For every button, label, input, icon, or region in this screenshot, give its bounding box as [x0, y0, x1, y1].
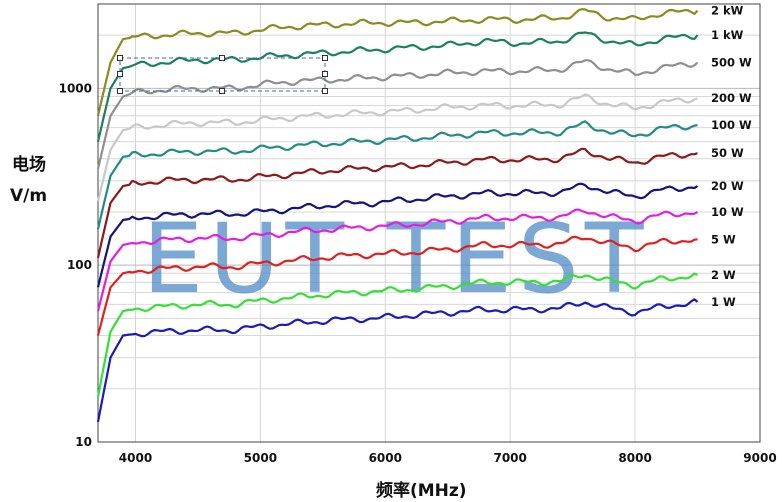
x-tick-label: 7000 [493, 451, 526, 465]
y-tick-label: 1000 [59, 81, 92, 95]
selection-handle [117, 71, 123, 77]
series-label: 5 W [711, 232, 736, 246]
y-axis-label-line2: V/m [10, 186, 48, 206]
x-tick-label: 6000 [369, 451, 402, 465]
series-label: 200 W [711, 91, 752, 105]
y-axis-label-line1: 电场 [12, 155, 46, 175]
series-label: 2 W [711, 268, 736, 282]
selection-handle [322, 88, 328, 94]
series-label: 10 W [711, 205, 744, 219]
x-tick-label: 9000 [743, 451, 776, 465]
series-line [96, 208, 699, 312]
series-line [96, 8, 699, 117]
x-axis-label: 频率(MHz) [376, 481, 467, 501]
selection-handle [322, 71, 328, 77]
x-tick-label: 8000 [618, 451, 651, 465]
y-tick-label: 100 [67, 258, 92, 272]
selection-handle [117, 55, 123, 61]
series-label: 500 W [711, 56, 752, 70]
selection-handle [117, 88, 123, 94]
series-label: 20 W [711, 179, 744, 193]
series-line [96, 272, 698, 398]
series-label: 2 kW [711, 4, 744, 18]
selection-handle [219, 55, 225, 61]
series-line [96, 93, 698, 202]
series-line [96, 59, 699, 170]
y-tick-label: 10 [75, 435, 92, 449]
series-line [96, 235, 698, 336]
x-tick-label: 5000 [244, 451, 277, 465]
series-line [96, 182, 699, 288]
selection-handle [219, 88, 225, 94]
x-tick-label: 4000 [119, 451, 152, 465]
series-line [96, 298, 699, 423]
series-line [96, 31, 699, 142]
series-label: 1 kW [711, 28, 744, 42]
selection-handle [322, 55, 328, 61]
series-line [96, 120, 698, 230]
plot-frame [97, 3, 761, 443]
series-line [96, 147, 698, 259]
series-label: 1 W [711, 295, 736, 309]
series-label: 50 W [711, 146, 744, 160]
watermark-text: EUT TEST [143, 203, 650, 315]
series-label: 100 W [711, 118, 752, 132]
